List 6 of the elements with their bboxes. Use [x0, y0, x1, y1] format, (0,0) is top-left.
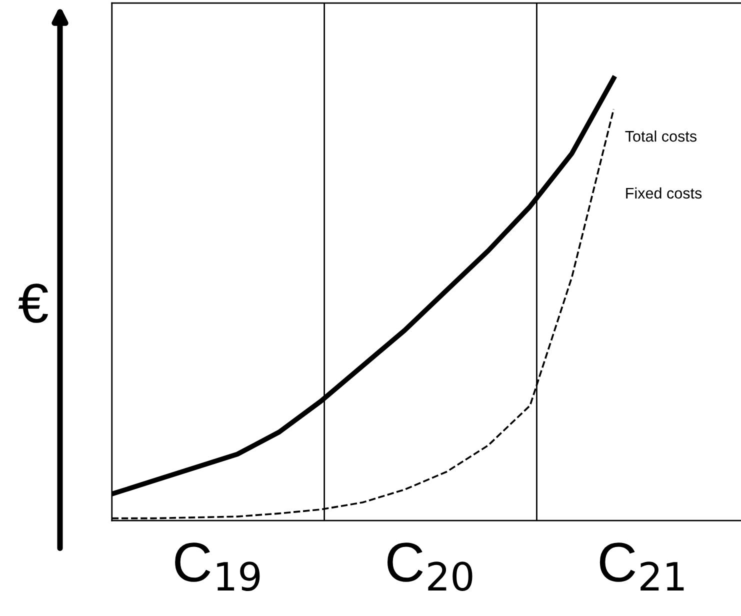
text: C$_{20}$: [388, 542, 472, 592]
text: Total costs: [625, 130, 696, 142]
text: C$_{19}$: [175, 542, 260, 592]
text: C$_{21}$: [600, 542, 684, 590]
y-axis-title: €: [18, 284, 48, 323]
text: Fixed costs: [626, 187, 702, 199]
